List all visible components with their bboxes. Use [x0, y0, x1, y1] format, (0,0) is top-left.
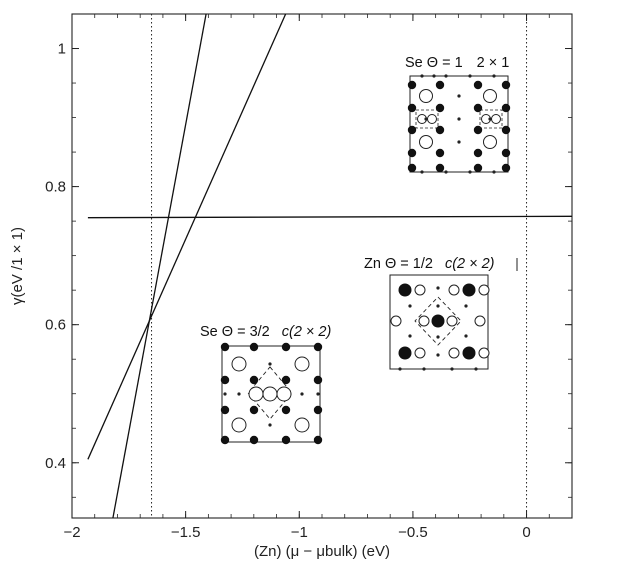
- y-axis-ticks: 0.4 0.6 0.8 1: [45, 41, 572, 498]
- x-axis-title: (Zn) (μ − μbulk) (eV): [254, 543, 390, 560]
- surface-structure-zn-c2x2: [389, 274, 490, 371]
- y-axis-title: γ(eV /1 × 1): [9, 227, 26, 305]
- x-tick-label: −0.5: [398, 524, 428, 541]
- svg-text:Se Θ = 1 2 × 1: Se Θ = 1 2 × 1: [405, 55, 509, 71]
- x-tick-label: 0: [522, 524, 530, 541]
- svg-text:Zn Θ = 1/2 c(2 × 2): Zn Θ = 1/2 c(2 × 2): [364, 256, 495, 272]
- annotation-zn-theta-half-prefix: Zn Θ = 1/2: [364, 256, 433, 272]
- annotation-se-theta-3-2-prefix: Se Θ = 3/2: [200, 324, 270, 340]
- plot-frame: [71, 13, 573, 519]
- annotation-zn-theta-half-cell: c(2 × 2): [445, 256, 495, 272]
- annotation-se-theta-1: Se Θ = 1 2 × 1: [405, 55, 511, 174]
- surface-structure-se-2x1: [407, 74, 511, 174]
- svg-text:Se Θ = 3/2 c(2 × 2): Se Θ = 3/2 c(2 × 2): [200, 324, 331, 340]
- annotation-se-theta-1-prefix: Se Θ = 1: [405, 55, 463, 71]
- series-line: [87, 14, 287, 460]
- series-line: [87, 215, 572, 219]
- x-tick-label: −2: [63, 524, 80, 541]
- annotation-se-theta-3-2: Se Θ = 3/2 c(2 × 2): [200, 324, 331, 445]
- x-axis-ticks: −2 −1.5 −1 −0.5 0: [63, 14, 573, 541]
- y-tick-label: 0.6: [45, 317, 66, 334]
- y-tick-label: 0.8: [45, 179, 66, 196]
- annotation-zn-theta-half: Zn Θ = 1/2 c(2 × 2): [364, 256, 518, 371]
- y-tick-label: 0.4: [45, 455, 66, 472]
- annotation-se-theta-1-cell: 2 × 1: [477, 55, 510, 71]
- series-lines: [87, 14, 572, 518]
- series-line: [112, 14, 207, 518]
- y-tick-label: 1: [58, 41, 66, 58]
- x-tick-label: −1: [291, 524, 308, 541]
- x-tick-label: −1.5: [171, 524, 201, 541]
- annotation-se-theta-3-2-cell: c(2 × 2): [282, 324, 332, 340]
- surface-structure-se-c2x2: [220, 342, 323, 445]
- reference-lines: [151, 14, 528, 518]
